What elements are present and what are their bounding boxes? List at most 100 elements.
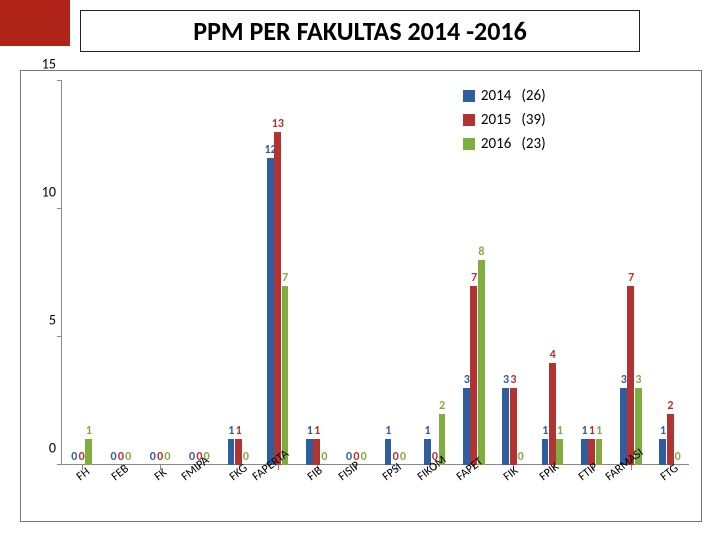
legend: 2014 (26) 2015 (39) 2016(23) [463,87,546,159]
chart-container: 051015001FH000FEB000FK000FMIPA110FKG1213… [20,70,702,522]
bar-group: 100FPSI [376,81,415,465]
data-label: 1 [596,424,602,438]
data-label: 13 [272,117,284,131]
legend-swatch [463,138,475,150]
data-label: 2 [667,399,673,413]
legend-swatch [463,90,475,102]
data-label: 0 [321,450,327,464]
legend-swatch [463,114,475,126]
legend-row: 2014 (26) [463,87,546,105]
data-label: 1 [307,424,313,438]
data-label: 7 [282,271,288,285]
xlabel: FMIPA [179,454,212,484]
bar [667,414,674,465]
data-label: 1 [86,424,92,438]
data-label: 0 [157,450,163,464]
legend-series-name: 2014 [481,87,511,105]
bar [549,363,556,465]
bar-group: 111FTIP [572,81,611,465]
ytick-label: 0 [49,440,62,457]
legend-series-total: (26) [521,87,545,105]
bar [627,286,634,465]
bar [313,439,320,465]
bar-group: 001FH [62,81,101,465]
data-label: 1 [660,424,666,438]
bar [596,439,603,465]
data-label: 0 [71,450,77,464]
xlabel: FEB [109,462,132,484]
bar-group: 110FKG [219,81,258,465]
data-label: 0 [361,450,367,464]
data-label: 1 [582,424,588,438]
bar-group: 110FIB [298,81,337,465]
legend-series-name: 2015 [481,111,511,129]
bar-group: 102FIKOM [415,81,454,465]
bar [306,439,313,465]
data-label: 0 [518,450,524,464]
bar-group: 000FISIP [337,81,376,465]
bar-group: 000FEB [101,81,140,465]
data-label: 0 [150,450,156,464]
data-label: 0 [79,450,85,464]
xlabel: FH [74,465,93,484]
bar [463,388,470,465]
bar [659,439,666,465]
bar-group: 373FARMASI [612,81,651,465]
legend-row: 2015 (39) [463,111,546,129]
plot-area: 051015001FH000FEB000FK000FMIPA110FKG1213… [61,81,689,465]
bar [510,388,517,465]
data-label: 0 [164,450,170,464]
data-label: 3 [464,373,470,387]
data-label: 3 [503,373,509,387]
data-label: 1 [425,424,431,438]
bar [478,260,485,465]
data-label: 1 [589,424,595,438]
bar-group: 000FK [141,81,180,465]
xlabel: FPSI [380,461,405,484]
data-label: 1 [228,424,234,438]
legend-series-total: (39) [521,111,545,129]
bar [274,132,281,465]
data-label: 7 [471,271,477,285]
data-label: 3 [510,373,516,387]
xlabel: FAPET [454,455,486,484]
data-label: 7 [628,271,634,285]
data-label: 3 [621,373,627,387]
bar [556,439,563,465]
data-label: 0 [125,450,131,464]
bar [581,439,588,465]
data-label: 4 [550,348,556,362]
xlabel: FIB [305,464,326,484]
xlabel: FK [152,466,170,484]
ytick-label: 5 [49,312,62,329]
data-label: 2 [439,399,445,413]
bar-group: 120FTG [651,81,690,465]
data-label: 1 [314,424,320,438]
legend-row: 2016(23) [463,135,546,153]
data-label: 0 [111,450,117,464]
xlabel: FIK [501,464,521,484]
bar [282,286,289,465]
page-title: PPM PER FAKULTAS 2014 -2016 [80,10,640,52]
data-label: 0 [400,450,406,464]
ytick-label: 15 [42,56,62,73]
ytick-label: 10 [42,184,62,201]
bar [228,439,235,465]
bar-group: 000FMIPA [180,81,219,465]
bar [385,439,392,465]
legend-series-total: (23) [521,135,545,153]
bar [470,286,477,465]
data-label: 0 [675,450,681,464]
accent-bar [0,0,70,46]
data-label: 1 [557,424,563,438]
data-label: 1 [385,424,391,438]
bar [542,439,549,465]
data-label: 0 [243,450,249,464]
data-label: 3 [635,373,641,387]
bar [85,439,92,465]
bar [502,388,509,465]
bar-group: 12137FAPERTA [258,81,297,465]
bar [267,158,274,465]
data-label: 1 [236,424,242,438]
data-label: 8 [478,245,484,259]
